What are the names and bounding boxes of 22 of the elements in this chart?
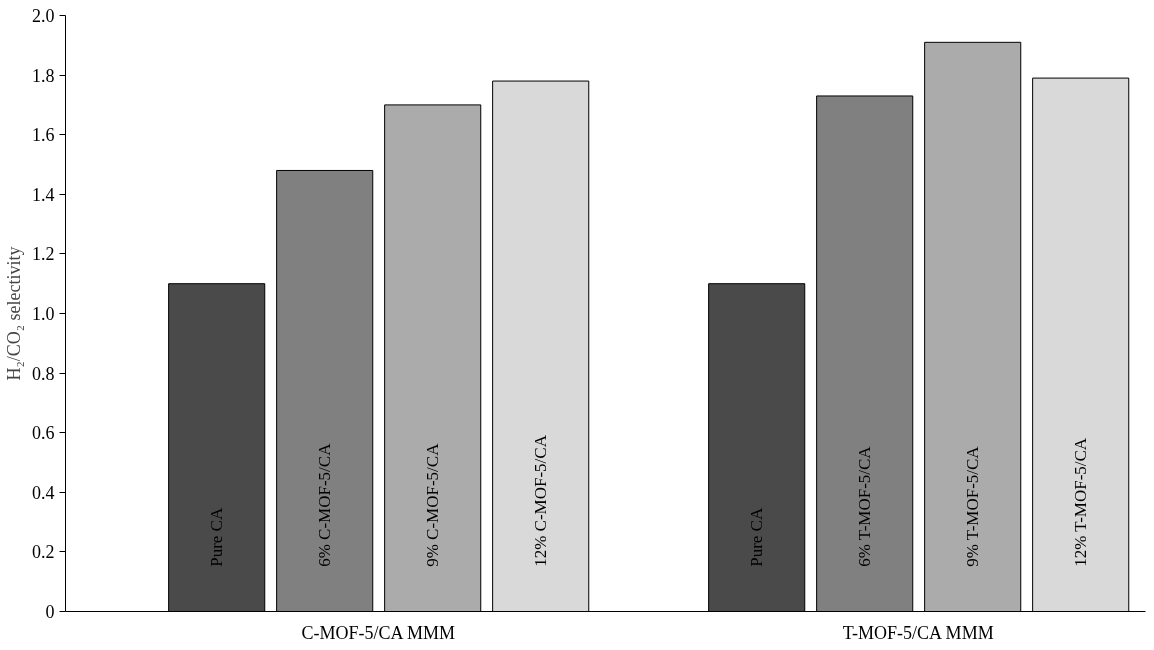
y-tick-label: 1.0 (32, 304, 55, 324)
annotation: 6% C-MOF-5/CA (315, 442, 335, 567)
annotation: 12% T-MOF-5/CA (1071, 437, 1091, 567)
y-tick-label: 0.6 (32, 423, 55, 444)
annotation: Pure CA (207, 507, 227, 567)
annotation: 6% T-MOF-5/CA (855, 445, 875, 567)
y-tick-label: 0.2 (32, 542, 55, 563)
y-tick-label: 0.8 (32, 363, 55, 384)
annotation: 9% T-MOF-5/CA (963, 445, 983, 567)
annotation: 9% C-MOF-5/CA (423, 442, 443, 567)
y-tick-label: 0 (45, 602, 55, 622)
y-tick-label: 1.2 (32, 244, 55, 265)
x-tick-label: T-MOF-5/CA MMM (842, 622, 994, 643)
y-tick-label: 1.4 (32, 184, 55, 205)
x-tick-label: C-MOF-5/CA MMM (301, 622, 455, 643)
annotation: 12% C-MOF-5/CA (531, 434, 551, 567)
y-tick-label: 2.0 (32, 6, 55, 26)
annotation: Pure CA (747, 507, 767, 567)
y-tick-label: 0.4 (32, 482, 55, 503)
y-tick-label: 1.6 (32, 125, 55, 146)
y-tick-label: 1.8 (32, 65, 55, 86)
y-axis-title: H₂/CO₂ selectivity (4, 246, 24, 381)
